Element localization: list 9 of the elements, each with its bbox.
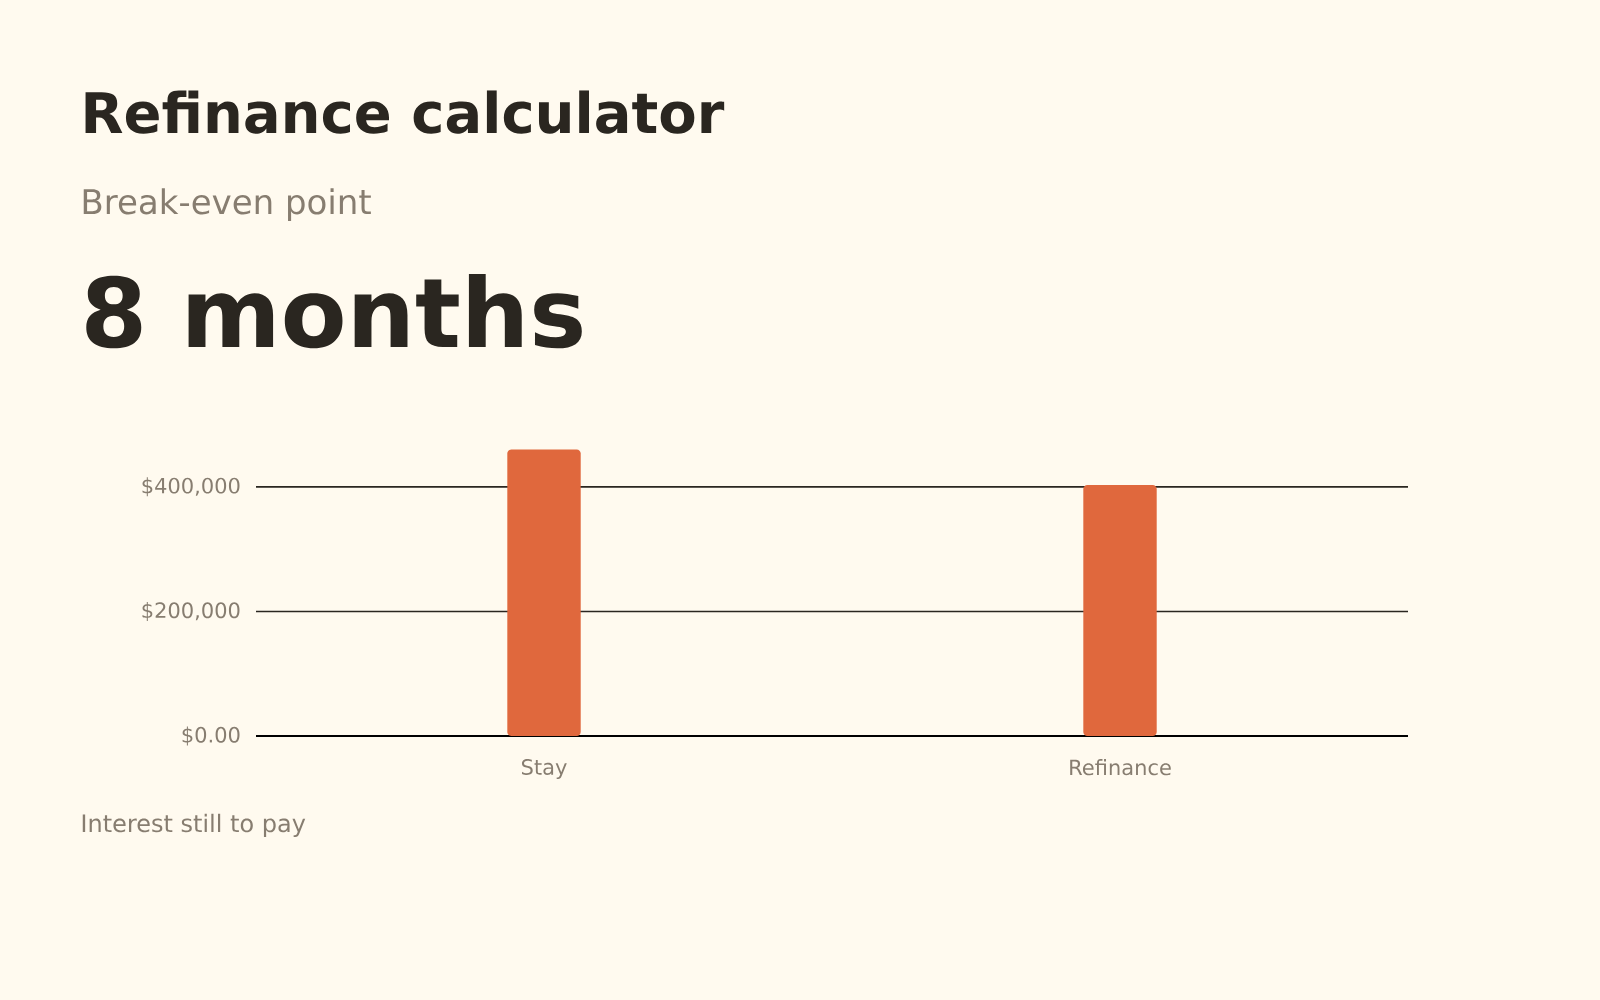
- y-tick-label: $400,000: [142, 477, 240, 497]
- x-tick-label: Refinance: [1070, 759, 1171, 776]
- chart-subtitle: Break-even point: [83, 188, 371, 222]
- text: Interest still to pay: [82, 813, 306, 837]
- y-tick-label: $0.00: [182, 726, 240, 746]
- y-tick-label: $200,000: [142, 601, 240, 621]
- x-tick-label: Stay: [521, 759, 567, 779]
- chart-title: Refinance calculator: [85, 90, 725, 134]
- text: 8 months: [86, 274, 582, 349]
